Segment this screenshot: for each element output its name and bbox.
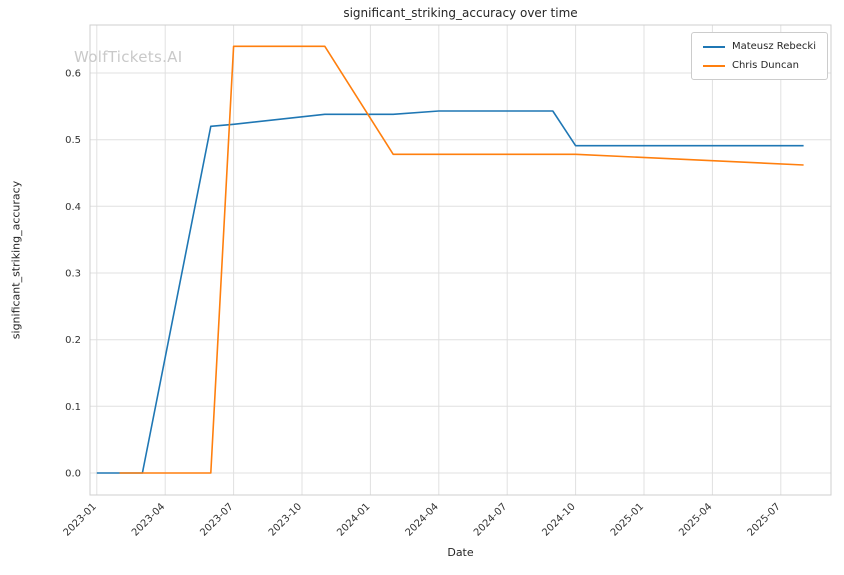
- svg-text:2025-01: 2025-01: [609, 501, 646, 538]
- svg-text:2024-10: 2024-10: [540, 501, 577, 538]
- svg-text:2025-04: 2025-04: [677, 501, 714, 538]
- legend-label: Mateusz Rebecki: [731, 41, 816, 52]
- svg-text:2023-01: 2023-01: [62, 501, 99, 538]
- gridlines: [90, 25, 831, 495]
- x-axis-label: Date: [447, 546, 474, 559]
- svg-text:0.5: 0.5: [65, 135, 81, 146]
- series-lines: [96, 45, 804, 474]
- svg-text:0.4: 0.4: [65, 202, 81, 213]
- watermark-text: WolfTickets.AI: [74, 48, 183, 66]
- legend-item-chris-duncan: Chris Duncan: [702, 60, 816, 71]
- chart-title: significant_striking_accuracy over time: [343, 6, 578, 20]
- legend-label: Chris Duncan: [731, 60, 799, 71]
- legend-line-swatch-orange: [702, 64, 725, 67]
- svg-text:0.1: 0.1: [65, 402, 81, 413]
- x-tick-labels: 2023-01 2023-04 2023-07 2023-10 2024-01 2024-…: [62, 501, 783, 538]
- svg-text:2024-07: 2024-07: [472, 501, 509, 538]
- svg-text:2023-10: 2023-10: [267, 501, 304, 538]
- line-chris-duncan: [119, 45, 804, 474]
- y-tick-labels: 0.0 0.1 0.2 0.3 0.4 0.5 0.6: [65, 69, 81, 480]
- svg-text:0.3: 0.3: [65, 269, 81, 280]
- legend-line-swatch-blue: [702, 45, 725, 48]
- legend: Mateusz Rebecki Chris Duncan: [690, 32, 828, 80]
- svg-text:2025-07: 2025-07: [746, 501, 783, 538]
- line-mateusz-rebecki: [96, 110, 804, 474]
- svg-text:0.2: 0.2: [65, 335, 81, 346]
- svg-text:0.6: 0.6: [65, 69, 81, 80]
- legend-item-mateusz-rebecki: Mateusz Rebecki: [702, 41, 816, 52]
- svg-text:2023-07: 2023-07: [198, 501, 235, 538]
- plot-border: [89, 24, 832, 496]
- svg-text:2024-04: 2024-04: [404, 501, 441, 538]
- y-axis-label: significant_striking_accuracy: [9, 180, 23, 340]
- svg-text:0.0: 0.0: [65, 469, 81, 480]
- svg-text:2024-01: 2024-01: [335, 501, 372, 538]
- svg-text:2023-04: 2023-04: [130, 501, 167, 538]
